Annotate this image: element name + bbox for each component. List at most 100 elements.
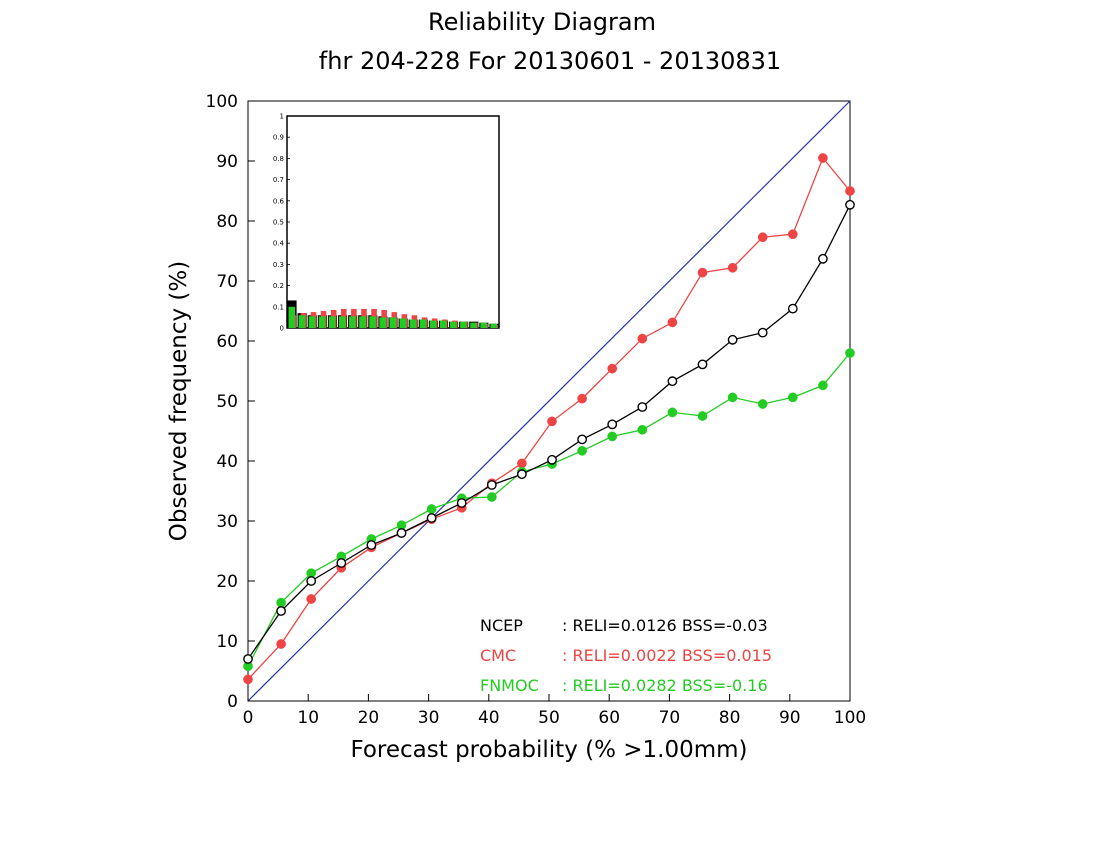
inset-bar-fnmoc	[450, 321, 457, 328]
x-tick-label: 10	[297, 708, 319, 728]
y-tick-label: 90	[216, 152, 238, 172]
data-point-ncep	[697, 359, 708, 370]
inset-bar-fnmoc	[439, 320, 447, 328]
x-tick-label: 20	[358, 708, 380, 728]
data-point-ncep	[607, 419, 618, 430]
x-tick-label: 50	[538, 708, 560, 728]
data-point-ncep	[757, 327, 768, 338]
inset-bar-fnmoc	[298, 315, 306, 328]
data-point-ncep	[276, 606, 287, 616]
inset-tick-label: 0.3	[273, 261, 284, 269]
inset-bar-fnmoc	[328, 316, 336, 328]
inset-bar-fnmoc	[399, 318, 407, 328]
x-axis-label: Forecast probability (% >1.00mm)	[350, 737, 747, 763]
data-point-ncep	[845, 199, 855, 210]
x-tick-label: 90	[779, 708, 801, 728]
y-tick-label: 40	[216, 452, 238, 472]
inset-bar-fnmoc	[389, 317, 397, 328]
x-tick-label: 60	[598, 708, 620, 728]
chart-subtitle: fhr 204-228 For 20130601 - 20130831	[319, 47, 781, 75]
y-axis-ticks: 0 10 20 30 40 50 60 70 80 90 100	[206, 92, 255, 712]
data-point-ncep	[818, 253, 828, 264]
inset-tick-label: 0.7	[273, 176, 284, 184]
inset-tick-label: 0.8	[273, 155, 284, 163]
data-point-fnmoc	[845, 348, 855, 358]
y-axis-label: Observed frequency (%)	[166, 261, 192, 541]
data-point-ncep	[637, 402, 648, 412]
data-point-cmc	[306, 594, 317, 604]
chart-title: Reliability Diagram	[428, 8, 656, 36]
data-point-cmc	[727, 262, 738, 273]
data-point-cmc	[276, 639, 286, 649]
data-point-cmc	[757, 232, 768, 243]
data-point-cmc	[607, 363, 618, 374]
data-point-ncep	[577, 434, 588, 445]
data-point-cmc	[667, 317, 678, 328]
inset-bar-fnmoc	[429, 320, 437, 328]
inset-bar-fnmoc	[490, 323, 497, 328]
y-tick-label: 50	[216, 392, 238, 412]
stat-values-fnmoc: : RELI=0.0282 BSS=-0.16	[562, 676, 768, 695]
y-tick-label: 100	[206, 92, 238, 112]
data-point-ncep	[517, 469, 527, 480]
y-tick-label: 0	[227, 692, 238, 712]
inset-bars	[287, 300, 499, 328]
inset-tick-label: 0.5	[273, 219, 284, 227]
inset-bar-fnmoc	[480, 322, 487, 328]
data-point-cmc	[845, 186, 855, 196]
y-tick-label: 30	[216, 512, 238, 532]
perfect-reliability-line	[247, 100, 851, 702]
data-point-cmc	[818, 153, 828, 163]
data-point-cmc	[547, 416, 557, 427]
data-point-fnmoc	[486, 492, 497, 502]
data-point-ncep	[336, 558, 347, 568]
data-point-ncep	[486, 480, 497, 490]
x-axis-ticks: 0 10 20 30 40 50 60 70 80 90 100	[243, 694, 866, 728]
data-point-cmc	[697, 267, 708, 278]
data-point-fnmoc	[697, 411, 708, 421]
data-point-fnmoc	[727, 392, 738, 403]
data-point-ncep	[243, 654, 253, 664]
series-cmc	[243, 153, 855, 685]
inset-tick-label: 1	[280, 113, 284, 121]
inset-bar-fnmoc	[369, 316, 376, 328]
inset-frame	[286, 115, 500, 329]
inset-y-ticks: 0 0.1 0.2 0.3 0.4 0.5 0.6 0.7 0.8 0.9 1	[273, 113, 290, 333]
data-point-ncep	[787, 303, 798, 314]
stat-name-fnmoc: FNMOC	[480, 676, 539, 695]
stat-values-ncep: : RELI=0.0126 BSS=-0.03	[562, 616, 768, 635]
stats-legend: NCEP: RELI=0.0126 BSS=-0.03 CMC: RELI=0.0…	[480, 616, 772, 695]
x-tick-label: 0	[243, 708, 254, 728]
data-point-fnmoc	[276, 597, 286, 608]
data-point-cmc	[243, 674, 253, 685]
data-point-ncep	[366, 540, 377, 550]
data-point-ncep	[456, 498, 467, 508]
data-point-ncep	[547, 454, 557, 465]
x-tick-label: 100	[834, 708, 866, 728]
inset-tick-label: 0	[280, 325, 284, 333]
stat-values-cmc: : RELI=0.0022 BSS=0.015	[562, 646, 772, 665]
data-point-ncep	[426, 513, 437, 523]
data-point-cmc	[577, 393, 587, 404]
y-tick-label: 60	[216, 332, 238, 352]
data-point-fnmoc	[667, 407, 678, 418]
stat-name-cmc: CMC	[480, 646, 516, 665]
inset-bar-fnmoc	[288, 306, 296, 328]
inset-bar-fnmoc	[338, 316, 346, 328]
x-tick-label: 80	[719, 708, 741, 728]
data-point-fnmoc	[637, 424, 648, 435]
inset-tick-label: 0.1	[273, 303, 284, 311]
data-point-cmc	[637, 333, 648, 344]
data-point-fnmoc	[607, 431, 618, 442]
inset-bar-fnmoc	[318, 316, 326, 328]
y-tick-label: 70	[216, 272, 238, 292]
data-point-ncep	[396, 528, 407, 538]
inset-bar-fnmoc	[349, 316, 356, 328]
inset-bar-fnmoc	[359, 316, 366, 328]
inset-bar-fnmoc	[379, 317, 386, 328]
inset-bar-fnmoc	[470, 322, 477, 328]
inset-bar-fnmoc	[308, 316, 316, 328]
data-point-ncep	[306, 576, 317, 586]
y-tick-label: 20	[216, 572, 238, 592]
